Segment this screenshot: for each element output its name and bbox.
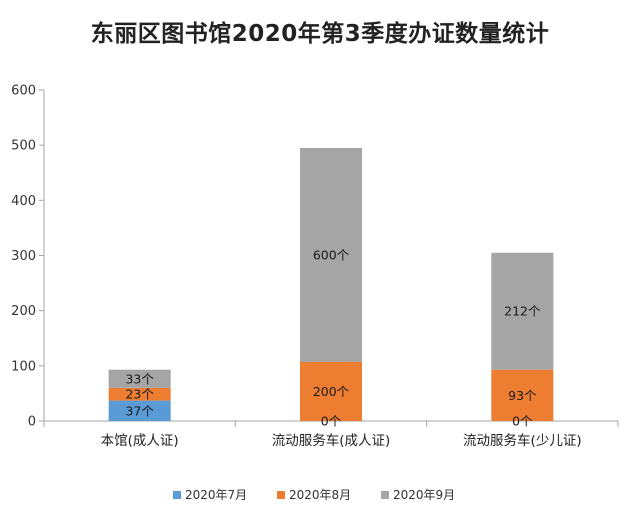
bar-segment-2 [108, 387, 171, 401]
data-label: 0个 [321, 414, 342, 429]
legend-label: 2020年7月 [185, 488, 247, 502]
y-tick-label: 600 [11, 84, 36, 99]
bar-segment-2 [300, 361, 362, 421]
data-label: 600个 [313, 247, 350, 262]
x-category-label: 本馆(成人证) [101, 433, 179, 449]
bar-segment-3 [108, 369, 171, 388]
y-tick-label: 500 [11, 139, 36, 154]
bar-segment-3 [491, 252, 554, 370]
data-label: 23个 [125, 387, 154, 402]
bar-segment-1 [108, 400, 171, 421]
data-label: 212个 [504, 304, 541, 319]
y-tick-label: 200 [11, 304, 36, 319]
legend-swatch [277, 491, 285, 499]
y-tick-label: 100 [11, 359, 36, 374]
data-label: 93个 [508, 388, 537, 403]
y-tick-label: 300 [11, 249, 36, 264]
legend-label: 2020年9月 [393, 488, 455, 502]
bar-segment-2 [491, 369, 554, 421]
y-tick-label: 400 [11, 194, 36, 209]
chart-title: 东丽区图书馆2020年第3季度办证数量统计 [90, 21, 550, 47]
data-label: 33个 [125, 371, 154, 386]
data-label: 200个 [313, 384, 350, 399]
data-label: 37个 [125, 403, 154, 418]
y-tick-label: 0 [28, 415, 36, 430]
x-category-label: 流动服务车(少儿证) [463, 432, 582, 449]
x-category-label: 流动服务车(成人证) [272, 432, 391, 449]
legend-label: 2020年8月 [289, 488, 351, 502]
data-label: 0个 [512, 414, 533, 429]
legend-swatch [381, 491, 389, 499]
bar-segment-3 [300, 147, 362, 362]
legend-swatch [173, 491, 181, 499]
